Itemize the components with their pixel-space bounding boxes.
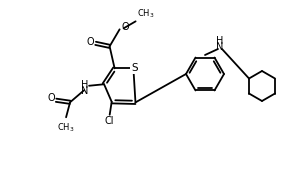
Text: O: O xyxy=(47,93,55,103)
Text: N: N xyxy=(81,86,89,96)
Text: O: O xyxy=(122,22,129,32)
Text: O: O xyxy=(87,37,94,47)
Text: S: S xyxy=(131,63,138,73)
Text: CH$_3$: CH$_3$ xyxy=(137,8,154,20)
Text: H: H xyxy=(216,36,224,46)
Text: N: N xyxy=(216,42,224,52)
Text: CH$_3$: CH$_3$ xyxy=(57,121,75,134)
Text: H: H xyxy=(81,80,89,90)
Text: Cl: Cl xyxy=(105,116,114,126)
